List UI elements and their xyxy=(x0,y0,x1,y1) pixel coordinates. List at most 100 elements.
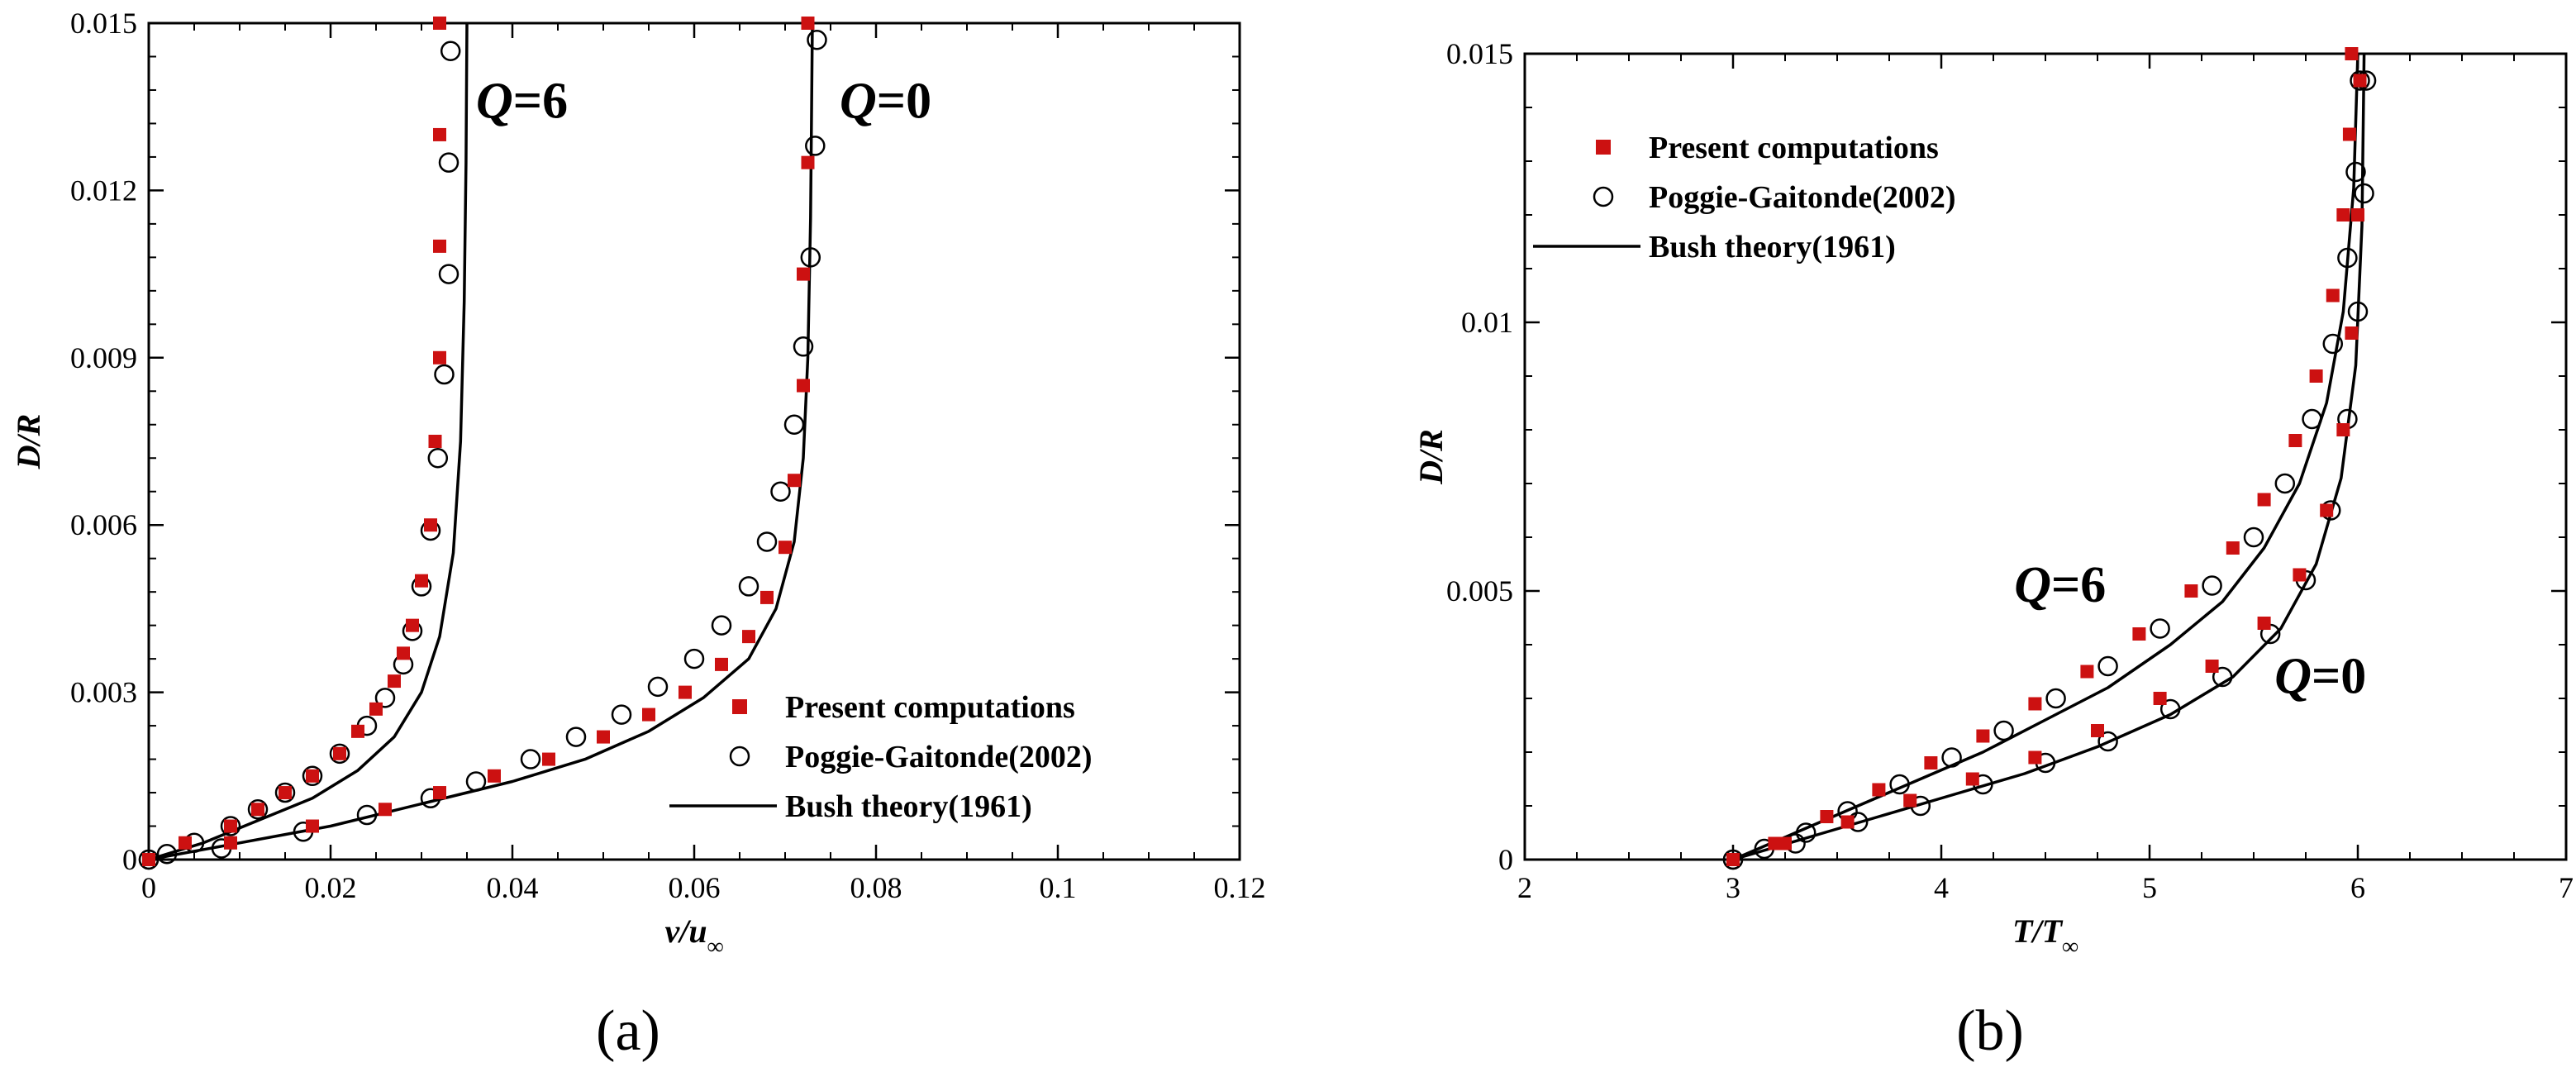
data-point-present-computations xyxy=(333,746,346,760)
x-tick-label: 0.04 xyxy=(487,871,539,904)
data-point-poggie-gaitonde xyxy=(738,576,759,597)
data-point-poggie-gaitonde xyxy=(2354,183,2374,204)
data-point-present-computations xyxy=(597,730,610,744)
annotation-q-label: Q=6 xyxy=(2014,557,2106,613)
y-tick-label: 0.012 xyxy=(70,174,137,207)
x-axis-title-subscript: ∞ xyxy=(2062,934,2078,960)
data-point-present-computations xyxy=(406,618,419,632)
x-tick-label: 5 xyxy=(2142,871,2157,904)
data-point-poggie-gaitonde xyxy=(2337,247,2358,269)
annotation-variable: Q xyxy=(2274,649,2312,705)
x-axis-title-main: v/u xyxy=(664,912,707,950)
data-point-poggie-gaitonde xyxy=(647,676,669,698)
data-point-poggie-gaitonde xyxy=(438,264,459,284)
data-point-present-computations xyxy=(2336,423,2350,436)
data-point-present-computations xyxy=(2345,326,2359,340)
data-point-present-computations xyxy=(1820,810,1834,823)
data-point-poggie-gaitonde xyxy=(2045,688,2066,709)
data-point-poggie-gaitonde xyxy=(756,531,778,552)
data-point-present-computations xyxy=(2353,74,2367,88)
data-point-present-computations xyxy=(1840,815,1855,829)
data-point-present-computations xyxy=(251,803,264,817)
data-point-present-computations xyxy=(1903,793,1917,808)
y-tick-label: 0 xyxy=(1498,843,1513,876)
series-line-bush-theory xyxy=(148,22,814,861)
data-point-present-computations xyxy=(2226,541,2240,555)
y-tick-label: 0 xyxy=(122,843,137,876)
data-point-present-computations xyxy=(424,518,437,532)
data-point-poggie-gaitonde xyxy=(520,749,541,769)
legend-marker-circle xyxy=(729,746,750,767)
x-tick-label: 4 xyxy=(1934,871,1949,904)
data-point-present-computations xyxy=(642,708,655,722)
legend-marker-square xyxy=(1596,140,1611,155)
data-point-poggie-gaitonde xyxy=(138,849,160,870)
x-axis-title-main: T/T xyxy=(2012,912,2064,950)
x-tick-label: 0.12 xyxy=(1214,871,1266,904)
data-point-present-computations xyxy=(2345,47,2359,60)
legend-label: Bush theory(1961) xyxy=(785,789,1032,824)
series-line-bush-theory xyxy=(1732,53,2359,861)
data-point-present-computations xyxy=(2288,434,2302,447)
x-axis-title: T/T∞ xyxy=(2012,912,2078,960)
annotation-value: =6 xyxy=(513,74,568,130)
data-point-present-computations xyxy=(224,836,237,850)
x-tick-label: 7 xyxy=(2559,871,2574,904)
data-point-present-computations xyxy=(433,17,446,30)
chart-panel-b: 2 3 4 5 6 700.0050.010.015T/T∞D/RQ=6Q=0Presen… xyxy=(1412,37,2574,1063)
data-point-poggie-gaitonde xyxy=(427,447,449,469)
legend-label: Present computations xyxy=(1649,131,1939,165)
data-point-present-computations xyxy=(369,702,383,716)
x-tick-label: 0.08 xyxy=(850,871,902,904)
data-point-present-computations xyxy=(2080,665,2094,679)
data-point-poggie-gaitonde xyxy=(2202,575,2222,596)
data-point-poggie-gaitonde xyxy=(220,816,241,836)
data-point-poggie-gaitonde xyxy=(2212,666,2233,688)
data-point-poggie-gaitonde xyxy=(770,481,791,502)
data-point-poggie-gaitonde xyxy=(1722,849,1744,870)
annotation-value: =0 xyxy=(2312,649,2366,705)
data-point-present-computations xyxy=(742,630,755,644)
data-point-present-computations xyxy=(2132,627,2146,641)
legend-marker-square xyxy=(732,699,747,714)
data-point-poggie-gaitonde xyxy=(156,844,178,865)
data-point-present-computations xyxy=(542,752,555,766)
data-point-poggie-gaitonde xyxy=(1993,720,2014,741)
data-point-present-computations xyxy=(2184,584,2198,598)
data-point-present-computations xyxy=(428,435,442,448)
data-point-poggie-gaitonde xyxy=(800,247,821,268)
data-point-poggie-gaitonde xyxy=(274,782,296,803)
data-point-present-computations xyxy=(2326,288,2340,303)
data-point-present-computations xyxy=(379,803,392,817)
data-point-poggie-gaitonde xyxy=(807,29,827,50)
data-point-present-computations xyxy=(351,724,364,738)
annotation-q-label: Q=0 xyxy=(2274,649,2366,705)
data-point-present-computations xyxy=(1726,853,1740,866)
data-point-present-computations xyxy=(2205,660,2219,673)
data-point-poggie-gaitonde xyxy=(1795,822,1817,843)
annotation-q-label: Q=6 xyxy=(476,74,568,130)
data-point-poggie-gaitonde xyxy=(438,152,459,173)
y-tick-label: 0.005 xyxy=(1446,574,1513,607)
data-point-present-computations xyxy=(801,17,815,30)
data-point-poggie-gaitonde xyxy=(329,743,350,765)
x-tick-label: 0.02 xyxy=(305,871,357,904)
x-tick-label: 0.1 xyxy=(1040,871,1077,904)
data-point-present-computations xyxy=(797,267,810,281)
data-point-present-computations xyxy=(679,685,692,699)
data-point-present-computations xyxy=(224,819,237,833)
data-point-present-computations xyxy=(1872,783,1886,797)
y-tick-label: 0.015 xyxy=(1446,37,1513,70)
data-point-poggie-gaitonde xyxy=(611,704,632,725)
legend-label: Bush theory(1961) xyxy=(1649,230,1896,264)
annotation-variable: Q xyxy=(476,74,513,130)
data-point-poggie-gaitonde xyxy=(302,765,323,787)
panel-label: (b) xyxy=(1956,999,2024,1063)
annotation-value: =0 xyxy=(877,74,931,130)
data-point-present-computations xyxy=(488,769,501,783)
y-tick-label: 0.009 xyxy=(70,341,137,374)
data-point-present-computations xyxy=(142,853,155,866)
data-point-poggie-gaitonde xyxy=(2345,161,2366,183)
data-point-present-computations xyxy=(2028,697,2042,711)
